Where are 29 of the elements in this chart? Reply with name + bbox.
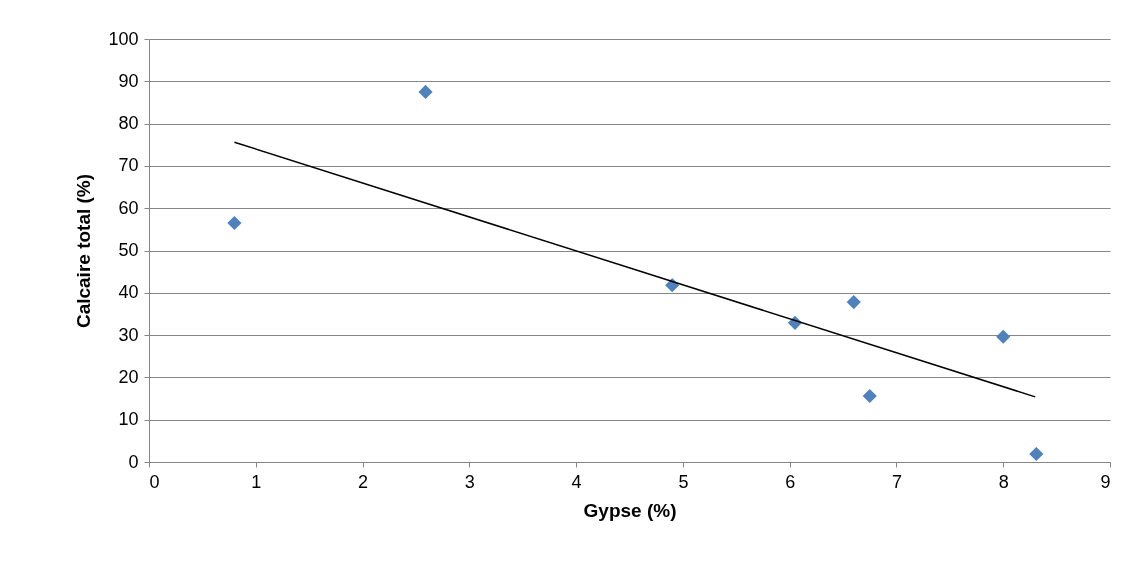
x-tick-label: 3: [464, 471, 475, 492]
y-tick-label: 0: [128, 451, 139, 472]
point: [996, 329, 1011, 344]
y-tick-label: 70: [118, 155, 139, 176]
y-tick-label: 80: [118, 113, 139, 134]
y-tick-label: 20: [118, 366, 139, 387]
x-tick-label: 8: [998, 471, 1009, 492]
y-tick-label: 60: [118, 197, 139, 218]
y-tick-label: 50: [118, 240, 139, 260]
x-axis-title: Gypse (%): [583, 499, 677, 521]
x-tick-label: 6: [785, 471, 796, 492]
y-tick-label: 90: [118, 70, 139, 91]
x-tick-label: 0: [149, 471, 160, 492]
y-tick-label: 30: [118, 324, 139, 345]
point: [862, 388, 877, 404]
y-tick-label: 10: [118, 409, 139, 430]
point: [418, 84, 433, 99]
point: [1029, 446, 1044, 462]
point: [846, 295, 861, 310]
x-tick-label: 4: [571, 471, 582, 492]
x-tick-label: 5: [678, 471, 689, 492]
point: [227, 215, 242, 231]
x-tick-label: 7: [891, 471, 902, 492]
x-tick-label: 1: [251, 471, 262, 492]
x-tick-label: 9: [1100, 471, 1111, 492]
y-axis-title: Calcaire total (%): [73, 173, 95, 329]
y-tick-label: 100: [108, 28, 139, 49]
y-tick-label: 40: [118, 282, 139, 303]
x-tick-label: 2: [358, 471, 369, 492]
